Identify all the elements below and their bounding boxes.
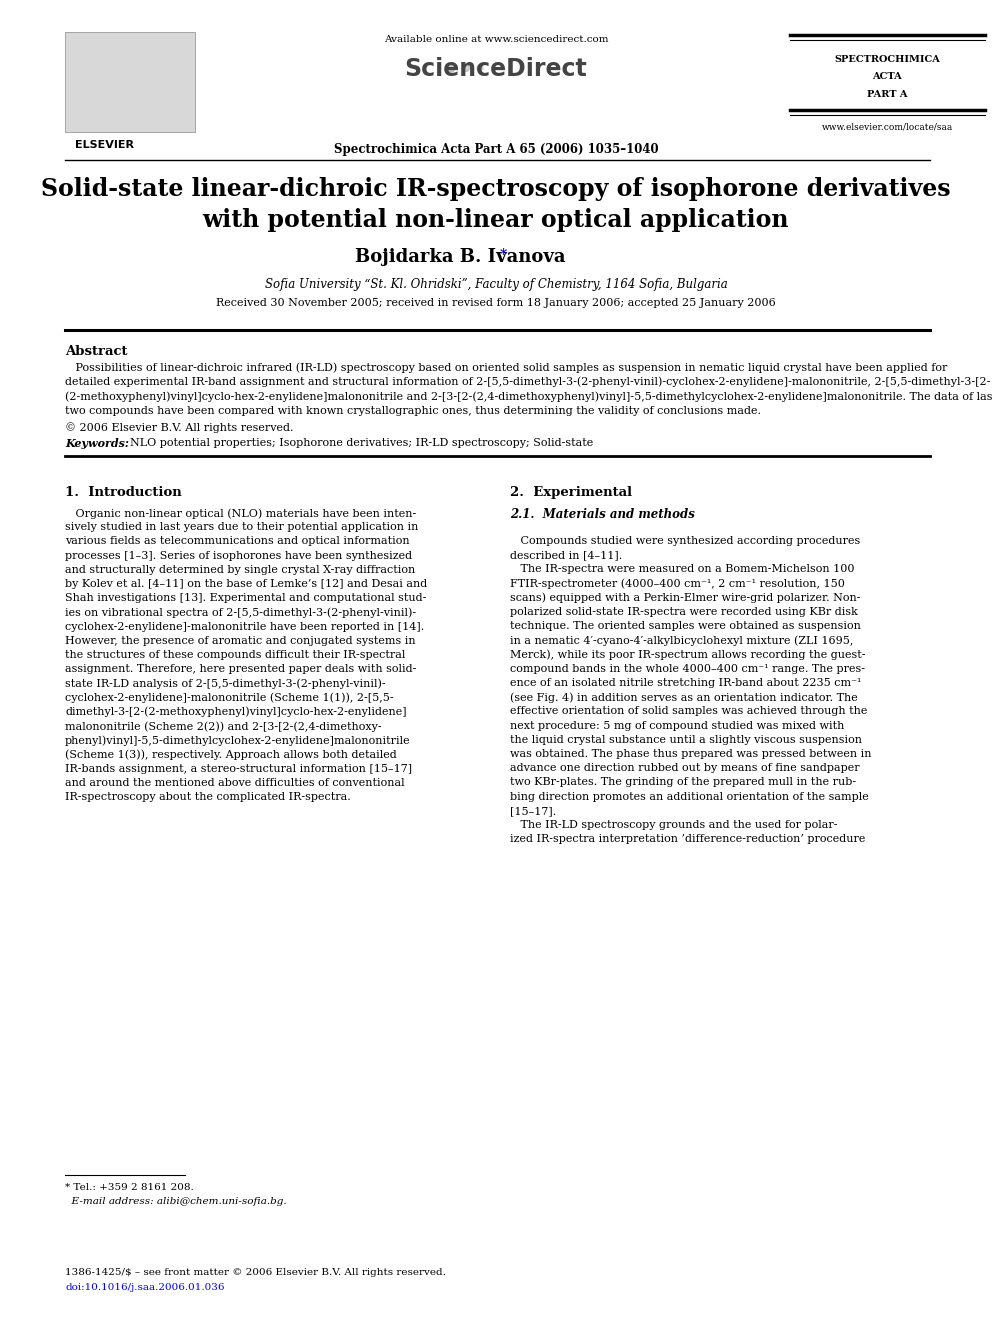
Text: advance one direction rubbed out by means of fine sandpaper: advance one direction rubbed out by mean… — [510, 763, 860, 773]
Text: compound bands in the whole 4000–400 cm⁻¹ range. The pres-: compound bands in the whole 4000–400 cm⁻… — [510, 664, 865, 673]
Text: IR-spectroscopy about the complicated IR-spectra.: IR-spectroscopy about the complicated IR… — [65, 792, 351, 802]
Text: * Tel.: +359 2 8161 208.: * Tel.: +359 2 8161 208. — [65, 1183, 193, 1192]
Text: Organic non-linear optical (NLO) materials have been inten-: Organic non-linear optical (NLO) materia… — [65, 508, 417, 519]
Text: 2.  Experimental: 2. Experimental — [510, 486, 632, 499]
Text: processes [1–3]. Series of isophorones have been synthesized: processes [1–3]. Series of isophorones h… — [65, 550, 412, 561]
Text: [15–17].: [15–17]. — [510, 806, 557, 816]
Text: (see Fig. 4) in addition serves as an orientation indicator. The: (see Fig. 4) in addition serves as an or… — [510, 692, 858, 703]
Text: ScienceDirect: ScienceDirect — [405, 57, 587, 81]
Text: Solid-state linear-dichroic IR-spectroscopy of isophorone derivatives: Solid-state linear-dichroic IR-spectrosc… — [42, 177, 950, 201]
Text: described in [4–11].: described in [4–11]. — [510, 550, 622, 560]
Text: ized IR-spectra interpretation ’difference-reduction’ procedure: ized IR-spectra interpretation ’differen… — [510, 835, 865, 844]
Text: state IR-LD analysis of 2-[5,5-dimethyl-3-(2-phenyl-vinil)-: state IR-LD analysis of 2-[5,5-dimethyl-… — [65, 679, 386, 689]
Text: ies on vibrational spectra of 2-[5,5-dimethyl-3-(2-phenyl-vinil)-: ies on vibrational spectra of 2-[5,5-dim… — [65, 607, 416, 618]
Text: the structures of these compounds difficult their IR-spectral: the structures of these compounds diffic… — [65, 650, 406, 660]
Text: by Kolev et al. [4–11] on the base of Lemke’s [12] and Desai and: by Kolev et al. [4–11] on the base of Le… — [65, 579, 428, 589]
Text: Merck), while its poor IR-spectrum allows recording the guest-: Merck), while its poor IR-spectrum allow… — [510, 650, 865, 660]
Text: cyclohex-2-enylidene]-malononitrile have been reported in [14].: cyclohex-2-enylidene]-malononitrile have… — [65, 622, 425, 631]
Text: assignment. Therefore, here presented paper deals with solid-: assignment. Therefore, here presented pa… — [65, 664, 417, 675]
Text: Compounds studied were synthesized according procedures: Compounds studied were synthesized accor… — [510, 536, 860, 546]
Text: 1386-1425/$ – see front matter © 2006 Elsevier B.V. All rights reserved.: 1386-1425/$ – see front matter © 2006 El… — [65, 1267, 445, 1277]
Text: Possibilities of linear-dichroic infrared (IR-LD) spectroscopy based on oriented: Possibilities of linear-dichroic infrare… — [65, 363, 947, 373]
Text: ACTA: ACTA — [872, 71, 902, 81]
Text: Sofia University “St. Kl. Ohridski”, Faculty of Chemistry, 1164 Sofia, Bulgaria: Sofia University “St. Kl. Ohridski”, Fac… — [265, 278, 727, 291]
Text: cyclohex-2-enylidene]-malononitrile (Scheme 1(1)), 2-[5,5-: cyclohex-2-enylidene]-malononitrile (Sch… — [65, 693, 394, 703]
Text: technique. The oriented samples were obtained as suspension: technique. The oriented samples were obt… — [510, 622, 861, 631]
Text: was obtained. The phase thus prepared was pressed between in: was obtained. The phase thus prepared wa… — [510, 749, 872, 759]
Text: sively studied in last years due to their potential application in: sively studied in last years due to thei… — [65, 523, 419, 532]
Text: (2-methoxyphenyl)vinyl]cyclo-hex-2-enylidene]malononitrile and 2-[3-[2-(2,4-dime: (2-methoxyphenyl)vinyl]cyclo-hex-2-enyli… — [65, 392, 992, 402]
Circle shape — [447, 64, 455, 71]
Text: detailed experimental IR-band assignment and structural information of 2-[5,5-di: detailed experimental IR-band assignment… — [65, 377, 990, 388]
Text: NLO potential properties; Isophorone derivatives; IR-LD spectroscopy; Solid-stat: NLO potential properties; Isophorone der… — [123, 438, 593, 448]
Text: polarized solid-state IR-spectra were recorded using KBr disk: polarized solid-state IR-spectra were re… — [510, 607, 858, 617]
Text: Received 30 November 2005; received in revised form 18 January 2006; accepted 25: Received 30 November 2005; received in r… — [216, 298, 776, 308]
Text: © 2006 Elsevier B.V. All rights reserved.: © 2006 Elsevier B.V. All rights reserved… — [65, 422, 294, 433]
Text: 2.1.  Materials and methods: 2.1. Materials and methods — [510, 508, 694, 521]
Text: dimethyl-3-[2-(2-methoxyphenyl)vinyl]cyclo-hex-2-enylidene]: dimethyl-3-[2-(2-methoxyphenyl)vinyl]cyc… — [65, 706, 407, 717]
Text: Available online at www.sciencedirect.com: Available online at www.sciencedirect.co… — [384, 34, 608, 44]
Bar — [65, 32, 195, 132]
Text: two compounds have been compared with known crystallographic ones, thus determin: two compounds have been compared with kn… — [65, 406, 761, 415]
Text: doi:10.1016/j.saa.2006.01.036: doi:10.1016/j.saa.2006.01.036 — [65, 1283, 224, 1293]
Text: IR-bands assignment, a stereo-structural information [15–17]: IR-bands assignment, a stereo-structural… — [65, 763, 412, 774]
Text: The IR-LD spectroscopy grounds and the used for polar-: The IR-LD spectroscopy grounds and the u… — [510, 820, 837, 830]
Text: E-mail address: alibi@chem.uni-sofia.bg.: E-mail address: alibi@chem.uni-sofia.bg. — [65, 1197, 287, 1207]
Text: various fields as telecommunications and optical information: various fields as telecommunications and… — [65, 536, 410, 546]
Text: ELSEVIER: ELSEVIER — [75, 140, 134, 149]
Text: ence of an isolated nitrile stretching IR-band about 2235 cm⁻¹: ence of an isolated nitrile stretching I… — [510, 677, 861, 688]
Text: The IR-spectra were measured on a Bomem-Michelson 100: The IR-spectra were measured on a Bomem-… — [510, 565, 854, 574]
Text: bing direction promotes an additional orientation of the sample: bing direction promotes an additional or… — [510, 791, 869, 802]
Text: Keywords:: Keywords: — [65, 438, 129, 448]
Text: *: * — [500, 247, 507, 262]
Text: in a nematic 4′-cyano-4′-alkylbicyclohexyl mixture (ZLI 1695,: in a nematic 4′-cyano-4′-alkylbicyclohex… — [510, 635, 853, 646]
Text: the liquid crystal substance until a slightly viscous suspension: the liquid crystal substance until a sli… — [510, 734, 862, 745]
Text: phenyl)vinyl]-5,5-dimethylcyclohex-2-enylidene]malononitrile: phenyl)vinyl]-5,5-dimethylcyclohex-2-eny… — [65, 736, 411, 746]
Text: next procedure: 5 mg of compound studied was mixed with: next procedure: 5 mg of compound studied… — [510, 721, 844, 730]
Text: Abstract: Abstract — [65, 345, 128, 359]
Text: effective orientation of solid samples was achieved through the: effective orientation of solid samples w… — [510, 706, 867, 716]
Text: www.elsevier.com/locate/saa: www.elsevier.com/locate/saa — [821, 122, 952, 131]
Text: PART A: PART A — [867, 90, 908, 99]
Text: (Scheme 1(3)), respectively. Approach allows both detailed: (Scheme 1(3)), respectively. Approach al… — [65, 749, 397, 759]
Text: Bojidarka B. Ivanova: Bojidarka B. Ivanova — [355, 247, 565, 266]
Text: However, the presence of aromatic and conjugated systems in: However, the presence of aromatic and co… — [65, 636, 416, 646]
Text: SPECTROCHIMICA: SPECTROCHIMICA — [834, 56, 940, 64]
Circle shape — [477, 65, 483, 71]
Text: and around the mentioned above difficulties of conventional: and around the mentioned above difficult… — [65, 778, 405, 787]
Text: and structurally determined by single crystal X-ray diffraction: and structurally determined by single cr… — [65, 565, 416, 574]
Text: Shah investigations [13]. Experimental and computational stud-: Shah investigations [13]. Experimental a… — [65, 593, 427, 603]
Circle shape — [462, 65, 469, 71]
Text: two KBr-plates. The grinding of the prepared mull in the rub-: two KBr-plates. The grinding of the prep… — [510, 778, 856, 787]
Text: malononitrile (Scheme 2(2)) and 2-[3-[2-(2,4-dimethoxy-: malononitrile (Scheme 2(2)) and 2-[3-[2-… — [65, 721, 382, 732]
Text: FTIR-spectrometer (4000–400 cm⁻¹, 2 cm⁻¹ resolution, 150: FTIR-spectrometer (4000–400 cm⁻¹, 2 cm⁻¹… — [510, 578, 845, 589]
Text: with potential non-linear optical application: with potential non-linear optical applic… — [202, 208, 790, 232]
Text: Spectrochimica Acta Part A 65 (2006) 1035–1040: Spectrochimica Acta Part A 65 (2006) 103… — [333, 143, 659, 156]
Text: scans) equipped with a Perkin-Elmer wire-grid polarizer. Non-: scans) equipped with a Perkin-Elmer wire… — [510, 593, 860, 603]
Text: 1.  Introduction: 1. Introduction — [65, 486, 182, 499]
